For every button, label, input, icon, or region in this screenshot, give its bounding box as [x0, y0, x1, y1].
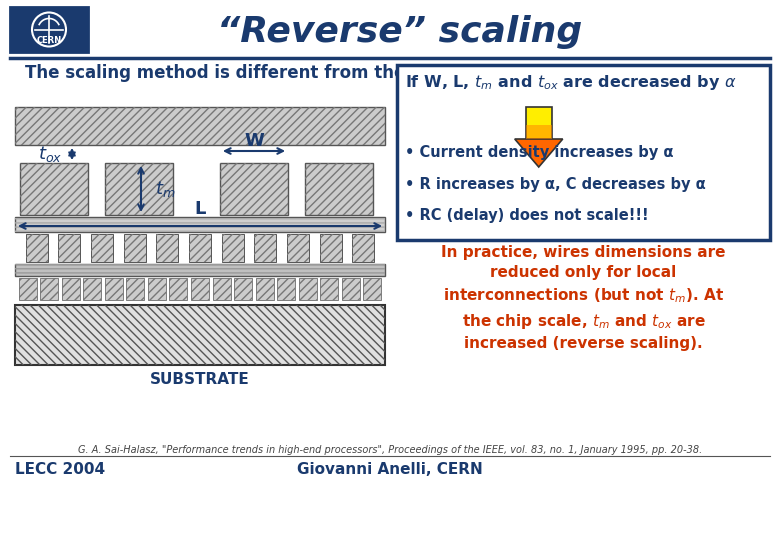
Bar — [91, 234, 113, 262]
Bar — [15, 107, 385, 145]
Bar — [62, 278, 80, 300]
Bar — [234, 278, 252, 300]
Polygon shape — [526, 125, 551, 139]
Bar — [148, 278, 166, 300]
Bar — [124, 234, 146, 262]
Bar — [19, 278, 37, 300]
Bar — [148, 278, 166, 300]
Text: The scaling method is different from the one applied to devices: The scaling method is different from the… — [25, 64, 622, 82]
Bar — [287, 234, 309, 262]
Text: L: L — [194, 200, 206, 218]
Bar — [353, 234, 374, 262]
Bar — [105, 163, 173, 215]
Text: • Current density increases by α: • Current density increases by α — [405, 145, 673, 160]
Bar — [299, 278, 317, 300]
Bar — [169, 278, 187, 300]
Bar — [234, 278, 252, 300]
Bar — [156, 234, 179, 262]
Text: $t_{ox}$: $t_{ox}$ — [37, 144, 62, 164]
Bar — [83, 278, 101, 300]
Bar — [213, 278, 231, 300]
Text: LECC 2004: LECC 2004 — [15, 462, 105, 477]
Text: • RC (delay) does not scale!!!: • RC (delay) does not scale!!! — [405, 208, 649, 223]
Bar — [254, 234, 276, 262]
Bar — [220, 163, 288, 215]
Bar — [256, 278, 274, 300]
Bar — [256, 278, 274, 300]
Bar — [15, 264, 385, 276]
Bar — [15, 264, 385, 276]
Bar — [342, 278, 360, 300]
Text: Giovanni Anelli, CERN: Giovanni Anelli, CERN — [297, 462, 483, 477]
Text: CERN: CERN — [37, 36, 62, 45]
Text: $t_m$: $t_m$ — [155, 179, 176, 199]
Bar — [19, 278, 37, 300]
Bar — [126, 278, 144, 300]
Bar — [320, 234, 342, 262]
Bar — [20, 163, 88, 215]
Bar — [191, 278, 209, 300]
Bar — [222, 234, 243, 262]
Bar — [83, 278, 101, 300]
Bar — [40, 278, 58, 300]
Polygon shape — [526, 107, 551, 139]
Bar — [363, 278, 381, 300]
Text: In practice, wires dimensions are
reduced only for local
interconnections (but n: In practice, wires dimensions are reduce… — [441, 245, 725, 351]
Bar — [15, 107, 385, 145]
Bar — [10, 7, 88, 52]
Bar — [156, 234, 179, 262]
Bar — [20, 163, 88, 215]
Text: SUBSTRATE: SUBSTRATE — [150, 372, 250, 387]
Bar — [26, 234, 48, 262]
Bar — [222, 234, 243, 262]
Bar — [220, 163, 288, 215]
Text: W: W — [244, 132, 264, 150]
Bar — [287, 234, 309, 262]
Bar — [40, 278, 58, 300]
Bar — [213, 278, 231, 300]
Bar — [169, 278, 187, 300]
Bar — [105, 163, 173, 215]
Bar — [15, 217, 385, 232]
Bar — [320, 234, 342, 262]
Bar — [105, 278, 122, 300]
Bar — [62, 278, 80, 300]
Bar — [91, 234, 113, 262]
Bar — [299, 278, 317, 300]
Bar — [305, 163, 373, 215]
Bar — [189, 234, 211, 262]
Bar — [189, 234, 211, 262]
Polygon shape — [515, 139, 562, 167]
Bar — [26, 234, 48, 262]
Bar — [126, 278, 144, 300]
Text: • R increases by α, C decreases by α: • R increases by α, C decreases by α — [405, 177, 706, 192]
Bar — [321, 278, 339, 300]
Bar — [305, 163, 373, 215]
Text: If W, L, $t_m$ and $t_{ox}$ are decreased by $\alpha$: If W, L, $t_m$ and $t_{ox}$ are decrease… — [405, 73, 736, 92]
Bar — [58, 234, 80, 262]
Bar — [15, 305, 385, 365]
Bar — [363, 278, 381, 300]
Bar — [191, 278, 209, 300]
Bar — [277, 278, 295, 300]
Text: “Reverse” scaling: “Reverse” scaling — [218, 15, 583, 49]
Bar — [105, 278, 122, 300]
Bar — [124, 234, 146, 262]
Bar — [277, 278, 295, 300]
Bar — [58, 234, 80, 262]
Bar — [15, 305, 385, 365]
Bar — [254, 234, 276, 262]
Bar — [321, 278, 339, 300]
Text: G. A. Sai-Halasz, "Performance trends in high-end processors", Proceedings of th: G. A. Sai-Halasz, "Performance trends in… — [78, 445, 702, 455]
Bar — [342, 278, 360, 300]
Bar — [397, 65, 770, 240]
Bar — [353, 234, 374, 262]
Bar — [15, 217, 385, 232]
